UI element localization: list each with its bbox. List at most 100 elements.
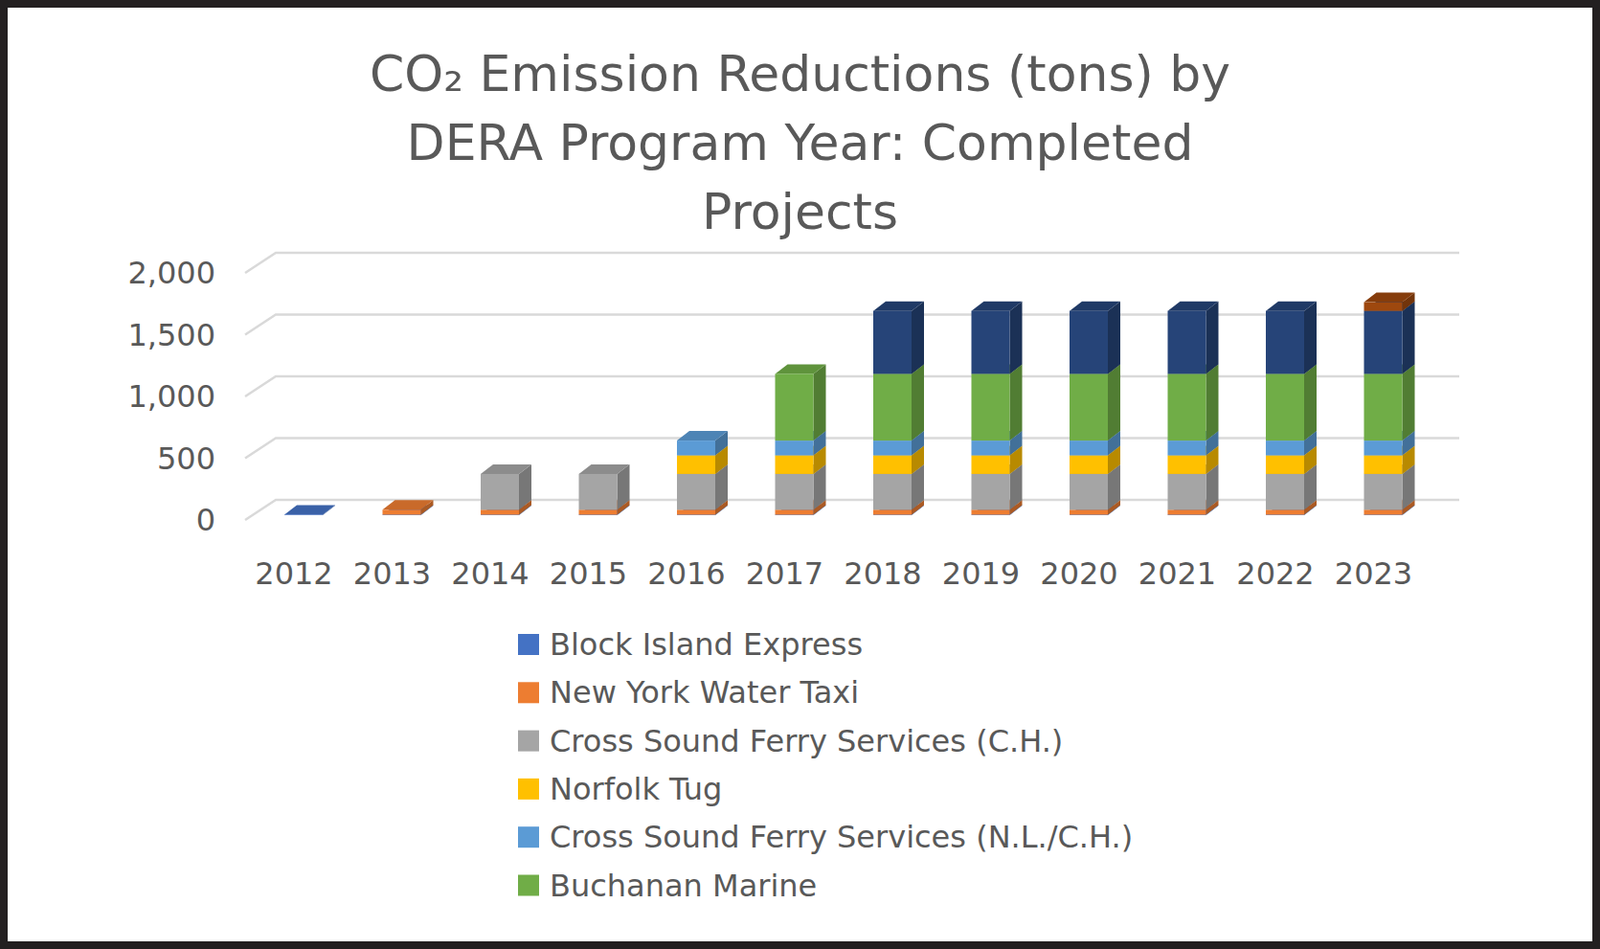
bar bbox=[1168, 509, 1207, 515]
x-tick-label: 2012 bbox=[254, 555, 333, 592]
bar-top bbox=[1265, 301, 1317, 312]
bar bbox=[1364, 455, 1403, 474]
x-tick-label: 2023 bbox=[1334, 555, 1413, 592]
bar bbox=[1069, 509, 1108, 515]
legend-label: Block Island Express bbox=[549, 626, 863, 663]
bar bbox=[1265, 473, 1305, 510]
bar bbox=[383, 509, 422, 511]
bar bbox=[284, 514, 323, 517]
y-tick-label: 1,000 bbox=[127, 378, 216, 415]
bar bbox=[1364, 302, 1403, 312]
bar bbox=[676, 440, 716, 442]
bar bbox=[1364, 373, 1403, 441]
bar bbox=[480, 473, 519, 474]
bar bbox=[383, 509, 422, 511]
y-tick-label: 500 bbox=[157, 440, 216, 477]
legend-swatch bbox=[518, 875, 540, 897]
bar-top bbox=[1364, 292, 1416, 303]
bar bbox=[383, 509, 422, 511]
bar bbox=[676, 440, 716, 455]
bar bbox=[1265, 310, 1305, 312]
title-line: Projects bbox=[701, 182, 899, 241]
bar bbox=[383, 509, 422, 515]
x-tick-label: 2017 bbox=[745, 555, 824, 592]
bar bbox=[971, 455, 1011, 474]
bar bbox=[676, 509, 716, 515]
bar bbox=[1265, 440, 1305, 455]
bar bbox=[873, 373, 912, 441]
bar bbox=[480, 473, 519, 474]
bar bbox=[676, 440, 716, 442]
bar bbox=[579, 509, 618, 515]
bar bbox=[1265, 373, 1305, 441]
x-tick-label: 2020 bbox=[1039, 555, 1118, 592]
bars bbox=[284, 292, 1416, 516]
bar bbox=[284, 514, 323, 516]
x-tick-label: 2013 bbox=[353, 555, 431, 592]
bar bbox=[579, 473, 618, 474]
legend-label: Cross Sound Ferry Services (N.L./C.H.) bbox=[549, 818, 1133, 856]
bar bbox=[1168, 311, 1207, 375]
bar bbox=[775, 440, 814, 455]
bar bbox=[284, 514, 323, 516]
bar bbox=[579, 473, 618, 474]
bar bbox=[579, 473, 618, 474]
bar-side bbox=[1206, 363, 1219, 441]
legend-swatch bbox=[518, 633, 540, 655]
bar bbox=[1069, 311, 1108, 375]
legend-swatch bbox=[518, 778, 540, 800]
bar bbox=[971, 440, 1011, 455]
background bbox=[7, 7, 1593, 942]
y-tick-label: 0 bbox=[196, 501, 216, 539]
legend-swatch bbox=[518, 681, 540, 703]
x-tick-label: 2014 bbox=[450, 555, 529, 592]
bar-side bbox=[1402, 301, 1416, 375]
x-tick-label: 2016 bbox=[647, 555, 725, 592]
bar bbox=[383, 509, 422, 511]
bar bbox=[971, 509, 1011, 515]
bar bbox=[1364, 473, 1403, 510]
bar bbox=[971, 373, 1011, 441]
bar bbox=[480, 473, 519, 474]
x-tick-label: 2022 bbox=[1236, 555, 1314, 592]
bar bbox=[480, 509, 519, 515]
bar-side bbox=[1107, 301, 1121, 375]
bar bbox=[1069, 373, 1108, 441]
bar bbox=[775, 473, 814, 510]
chart: CO₂ Emission Reductions (tons) byDERA Pr… bbox=[0, 0, 1600, 949]
bar bbox=[1168, 310, 1207, 312]
bar bbox=[676, 473, 716, 510]
bar bbox=[775, 373, 814, 441]
bar bbox=[873, 310, 912, 312]
bar-side bbox=[813, 363, 827, 441]
legend-label: Cross Sound Ferry Services (C.H.) bbox=[549, 722, 1063, 760]
bar bbox=[971, 311, 1011, 375]
bar bbox=[284, 514, 323, 516]
bar bbox=[1069, 455, 1108, 474]
bar-top bbox=[284, 504, 336, 515]
bar bbox=[971, 310, 1011, 312]
bar-top bbox=[775, 363, 827, 374]
title: CO₂ Emission Reductions (tons) byDERA Pr… bbox=[369, 45, 1231, 241]
grid-line bbox=[245, 438, 1460, 459]
bar bbox=[480, 473, 519, 474]
bar bbox=[480, 473, 519, 510]
bar bbox=[676, 455, 716, 474]
bar bbox=[775, 455, 814, 474]
x-tick-label: 2015 bbox=[549, 555, 628, 592]
bar-top bbox=[971, 301, 1023, 312]
bar bbox=[1265, 311, 1305, 375]
bar bbox=[284, 514, 323, 516]
bar bbox=[383, 509, 422, 511]
x-tick-label: 2021 bbox=[1138, 555, 1217, 592]
bar bbox=[1265, 455, 1305, 474]
bar-side bbox=[911, 363, 924, 441]
legend-label: Buchanan Marine bbox=[549, 867, 817, 904]
bar bbox=[1364, 440, 1403, 455]
bar-top bbox=[676, 430, 728, 441]
legend-swatch bbox=[518, 826, 540, 848]
bar bbox=[971, 473, 1011, 510]
bar bbox=[1364, 311, 1403, 375]
bar-top bbox=[1069, 301, 1121, 312]
bar-side bbox=[1107, 363, 1121, 441]
